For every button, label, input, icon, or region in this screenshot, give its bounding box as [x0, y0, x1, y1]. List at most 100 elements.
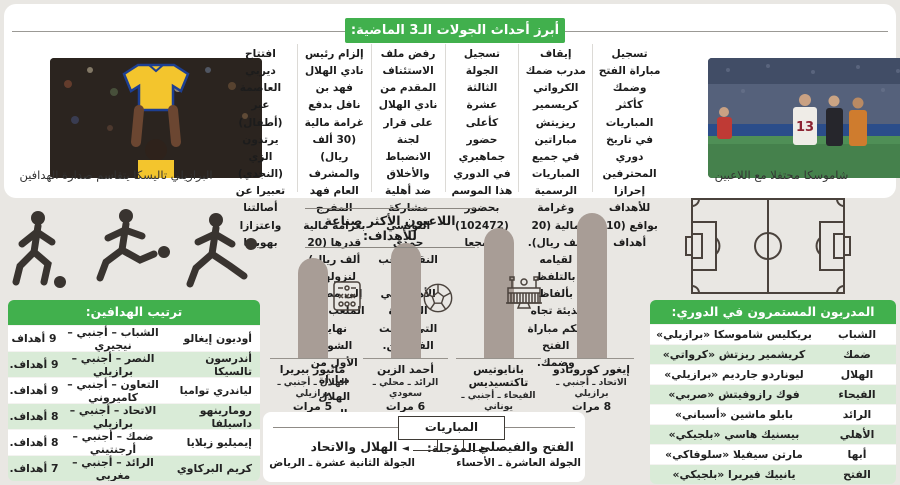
scorer-goals: 7 أهداف.: [9, 462, 59, 475]
news-item-text: إيقاف مدرب ضمك الكرواتي كريسمير ريزيتش م…: [525, 48, 586, 369]
arrow-right-icon: ►: [481, 444, 488, 454]
postponed-match-left: الهلال والاتحاد الجولة الثانية عشرة ـ ال…: [269, 440, 415, 469]
table-row: أندرسون تالسيكا النصر – أجنبي – برازيلي …: [8, 351, 260, 378]
table-row: الفتح يانييك فيريرا «بلجيكي»: [650, 464, 896, 484]
football-pitch-icon: [683, 196, 853, 297]
table-row: الرائد بابلو ماشين «أسباني»: [650, 404, 896, 424]
continuing-coaches-table: المدربون المستمرون في الدوري: الشباب بري…: [650, 300, 896, 484]
team-name: الرائد: [842, 408, 872, 421]
bar-column: [359, 243, 452, 358]
news-columns: تسجيل مباراة الفتح وضمك كأكثر المباريات …: [224, 44, 666, 420]
team-name: ضمك: [843, 348, 871, 361]
chart-bars: [266, 203, 638, 358]
match-round: الجولة العاشرة ـ الأحساء: [456, 457, 581, 469]
bar-ahmed-alzain: [390, 243, 421, 358]
match-round: الجولة الثانية عشرة ـ الرياض: [269, 457, 415, 469]
coach-name: يانييك فيريرا «بلجيكي»: [672, 468, 796, 481]
bar-label: أحمد الزين الرائد ـ محلي ـ سعودي 6 مرات: [363, 358, 448, 426]
chart-title: اللاعبون الأكثر صناعة للأهداف:: [305, 208, 475, 248]
scorer-name: أوديون إيغالو: [183, 332, 252, 345]
bar-column: [545, 213, 638, 358]
top-news-card: أبرز أحداث الجولات الـ3 الماضية:: [4, 4, 900, 420]
assists-count: 8 مرات: [571, 400, 612, 413]
bar-label: ماثيوز بيريرا الهلال ـ أجنبي ـ برازيلي 5…: [270, 358, 355, 426]
table-row: الأهلي بيسنيك هاسي «بلجيكي»: [650, 424, 896, 444]
tactics-board-icon: [330, 279, 364, 317]
scorer-name: أندرسون تالسيكا: [205, 351, 252, 378]
top-scorers-body: أوديون إيغالو الشباب – أجنبي – نيجيري 9 …: [8, 325, 260, 481]
coach-name: ليوناردو جارديم «برازيلي»: [664, 368, 804, 381]
photo-talisca-jersey: [50, 58, 262, 178]
scorer-info: الشباب – أجنبي – نيجيري: [67, 325, 159, 352]
bar-label: إيغور كورونادو الاتحاد ـ أجنبي ـ برازيلي…: [549, 358, 634, 426]
table-row: أوديون إيغالو الشباب – أجنبي – نيجيري 9 …: [8, 325, 260, 352]
postponed-title: المباريات المؤجلة:: [398, 416, 505, 455]
team-name: أبها: [847, 448, 867, 461]
coach-name: كريشمير ريزتش «كرواتي»: [662, 348, 806, 361]
assists-bar-chart: اللاعبون الأكثر صناعة للأهداف:: [266, 203, 638, 426]
news-item: إيقاف مدرب ضمك الكرواتي كريسمير ريزيتش م…: [518, 44, 592, 369]
scorer-name: إيميليو زيلايا: [186, 436, 252, 449]
scorer-info: الرائد – أجنبي – مغربي: [72, 455, 154, 482]
connector-right: [463, 439, 480, 451]
team-name: الشباب: [837, 328, 877, 341]
news-item: تسجيل مباراة الفتح وضمك كأكثر المباريات …: [592, 44, 666, 249]
postponed-match-right: الفتح والفيصلي الجولة العاشرة ـ الأحساء: [456, 440, 581, 469]
assists-count: 6 مرات: [385, 400, 426, 413]
arrow-left-icon: ◄: [402, 444, 409, 454]
players-silhouettes: [8, 202, 258, 299]
bar-column: [266, 258, 359, 358]
postponed-matches-card: المباريات المؤجلة: ► ◄ الفتح والفيصلي ال…: [263, 412, 585, 482]
news-item: تسجيل الجولة الثالثة عشرة كأعلى حضور جما…: [444, 44, 519, 249]
photo-coach-celebration: 13: [708, 58, 900, 178]
photo-caption-left: البرازيلي تاليسكا يتقاسم صدارة الهدافين: [19, 168, 213, 182]
player-name: أحمد الزين: [377, 363, 434, 376]
stadium-icon: [504, 275, 544, 315]
table-row: أبها مارتن سيفيلا «سلوفاكي»: [650, 444, 896, 464]
team-name: الأهلي: [839, 428, 875, 441]
team-name: الفيحاء: [838, 388, 876, 401]
news-item-text: افتتاح ديربي العاصمة عبر (أطفال) يرتدون …: [235, 48, 286, 249]
photo-coach-celebration-image: 13: [708, 58, 900, 178]
match-teams: الفتح والفيصلي: [478, 440, 574, 454]
scorer-goals: 8 أهداف.: [9, 410, 59, 423]
scorer-info: ضمك – أجنبي – أرجنتيني: [72, 429, 154, 456]
player-name: بانايوتيس تاكتسيديس: [468, 363, 529, 389]
table-row: الشباب بريكليس شاموسكا «برازيلي»: [650, 324, 896, 344]
scorer-name: كريم البركاوي: [176, 462, 252, 475]
soccer-ball-icon: [421, 281, 455, 319]
assists-count: 5 مرات: [292, 400, 333, 413]
coach-name: فوك رازوفيتش «صربي»: [668, 388, 800, 401]
scorer-info: النصر – أجنبي – برازيلي: [71, 351, 155, 378]
table-row: ضمك كريشمير ريزتش «كرواتي»: [650, 344, 896, 364]
coach-name: بيسنيك هاسي «بلجيكي»: [668, 428, 800, 441]
photo-talisca-jersey-image: [50, 58, 262, 178]
table-row: رومارينهو داسيلفا الاتحاد – أجنبي – براز…: [8, 403, 260, 430]
coaches-title: المدربون المستمرون في الدوري:: [650, 300, 896, 324]
coach-name: بريكليس شاموسكا «برازيلي»: [656, 328, 812, 341]
player-details: الرائد ـ محلي ـ سعودي: [372, 377, 439, 399]
team-name: الهلال: [840, 368, 874, 381]
scorer-goals: 9 أهداف.: [9, 384, 59, 397]
scorer-info: الاتحاد – أجنبي – برازيلي: [69, 403, 157, 430]
page-title: أبرز أحداث الجولات الـ3 الماضية:: [345, 18, 565, 43]
player-name: ماثيوز بيريرا: [279, 363, 346, 376]
news-item-text: تسجيل مباراة الفتح وضمك كأكثر المباريات …: [598, 48, 661, 249]
player-details: الاتحاد ـ أجنبي ـ برازيلي: [556, 377, 627, 399]
bar-igor-coronado: [576, 213, 607, 358]
team-name: الفتح: [843, 468, 871, 481]
coach-name: بابلو ماشين «أسباني»: [674, 408, 794, 421]
players-silhouettes-image: [12, 209, 257, 288]
photo-caption-right: شاموسكا محتفلا مع اللاعبين: [714, 168, 849, 182]
news-item: افتتاح ديربي العاصمة عبر (أطفال) يرتدون …: [224, 44, 297, 249]
table-row: الفيحاء فوك رازوفيتش «صربي»: [650, 384, 896, 404]
table-row: إيميليو زيلايا ضمك – أجنبي – أرجنتيني 8 …: [8, 429, 260, 456]
coaches-body: الشباب بريكليس شاموسكا «برازيلي» ضمك كري…: [650, 324, 896, 484]
news-item: إلزام رئيس نادي الهلال فهد بن نافل بدفع …: [296, 44, 371, 420]
table-row: لياندري تواميا التعاون – أجنبي – كاميرون…: [8, 377, 260, 404]
match-teams: الهلال والاتحاد: [310, 440, 398, 454]
player-details: الهلال ـ أجنبي ـ برازيلي: [277, 377, 348, 399]
scorer-name: رومارينهو داسيلفا: [199, 403, 252, 430]
table-row: كريم البركاوي الرائد – أجنبي – مغربي 7 أ…: [8, 455, 260, 481]
